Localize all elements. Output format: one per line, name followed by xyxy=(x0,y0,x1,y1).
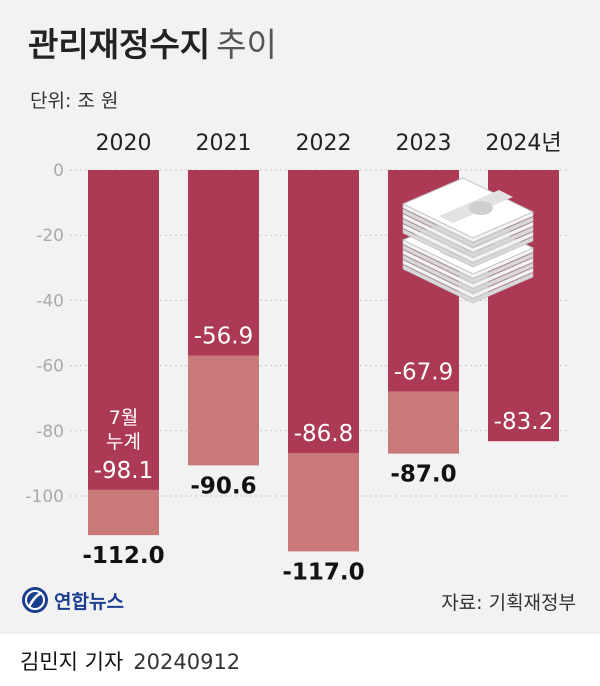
unit-label: 단위: 조 원 xyxy=(30,90,119,112)
bar-through-july xyxy=(188,170,259,356)
y-tick-label: -20 xyxy=(36,226,64,246)
data-label-full-year: -90.6 xyxy=(190,473,256,499)
money-stack-illustration xyxy=(401,177,535,304)
y-tick-label: -60 xyxy=(36,357,64,377)
bill-edge xyxy=(402,218,534,258)
bill-edge xyxy=(402,264,534,304)
data-label-through-july: -67.9 xyxy=(394,359,454,385)
yonhap-logo-text: 연합뉴스 xyxy=(54,590,124,613)
bill-edge xyxy=(402,259,534,299)
title-light: 추이 xyxy=(216,25,277,64)
money-bundle xyxy=(401,177,535,268)
x-tick-label: 2023 xyxy=(396,131,452,156)
y-tick-label: -80 xyxy=(36,422,64,442)
source-label: 자료: 기획재정부 xyxy=(441,592,576,614)
byline-author: 김민지 기자 xyxy=(20,650,124,674)
y-tick-label: 0 xyxy=(53,161,64,181)
y-tick-label: -100 xyxy=(25,487,64,507)
data-label-through-july: -83.2 xyxy=(494,409,554,435)
data-label-through-july: -56.9 xyxy=(194,323,254,349)
data-label-full-year: -87.0 xyxy=(390,462,456,488)
bill-edge xyxy=(402,249,534,289)
bill-edge xyxy=(402,254,534,294)
bill-edge xyxy=(402,208,534,248)
byline: 김민지 기자 20240912 xyxy=(20,646,240,676)
yonhap-logo: 연합뉴스 xyxy=(20,582,124,618)
bar-through-july xyxy=(88,170,159,490)
x-tick-label: 2024년 xyxy=(485,131,561,156)
bar-through-july xyxy=(288,170,359,453)
data-label-through-july: -86.8 xyxy=(294,421,354,447)
byline-date: 20240912 xyxy=(133,650,241,674)
bill-edge xyxy=(402,244,534,284)
y-tick-label: -40 xyxy=(36,291,64,311)
bill-portrait xyxy=(469,201,493,215)
data-label-full-year: -117.0 xyxy=(282,559,364,585)
x-tick-label: 2022 xyxy=(296,131,352,156)
annotation-line-2: 누계 xyxy=(106,431,141,453)
yonhap-logo-icon xyxy=(22,587,48,613)
x-tick-label: 2021 xyxy=(196,131,252,156)
x-tick-label: 2020 xyxy=(96,131,152,156)
data-label-full-year: -112.0 xyxy=(82,543,164,569)
bill-edge xyxy=(402,223,534,263)
chart-title: 관리재정수지 추이 xyxy=(28,18,277,66)
bill-edge xyxy=(402,228,534,268)
title-bold: 관리재정수지 xyxy=(28,25,211,64)
bill-edge xyxy=(402,213,534,253)
data-label-through-july: -98.1 xyxy=(94,458,154,484)
annotation-line-1: 7월 xyxy=(109,407,139,429)
